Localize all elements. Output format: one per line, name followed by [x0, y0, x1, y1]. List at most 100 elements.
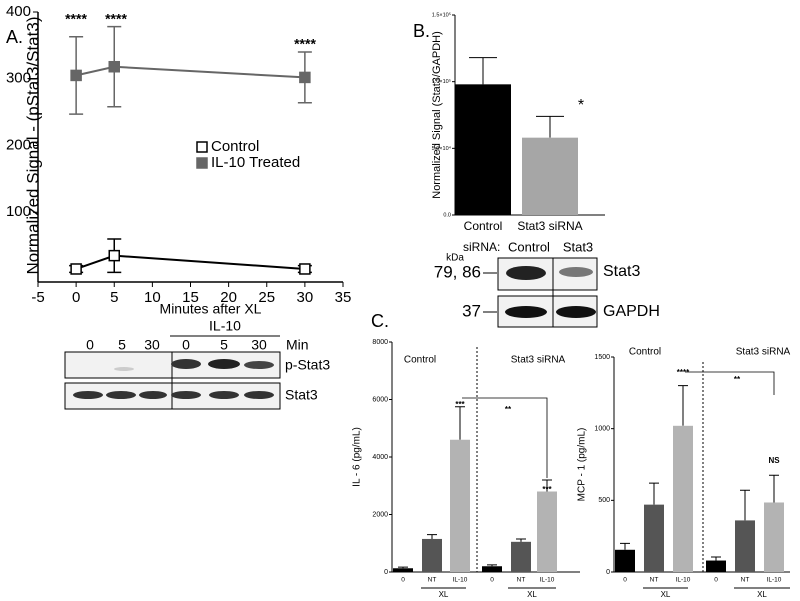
error-bar — [711, 556, 721, 561]
annotation: **** — [677, 368, 690, 377]
bar — [764, 502, 784, 572]
annotation: ** — [505, 405, 512, 414]
x-tick-label: Stat3 siRNA — [517, 219, 582, 233]
band — [556, 306, 596, 318]
x-tick-label: 0 — [401, 577, 405, 584]
error-bar — [398, 566, 408, 569]
error-bar — [678, 385, 688, 426]
annotation: * — [578, 97, 584, 114]
x-tick-label: IL-10 — [540, 577, 555, 584]
panel-label: A. — [6, 27, 23, 47]
x-tick-label: 35 — [335, 289, 352, 306]
bar — [511, 541, 531, 572]
blot-treatment: IL-10 — [209, 318, 241, 334]
band — [114, 367, 134, 371]
y-tick-label: 500 — [598, 497, 610, 504]
band — [171, 359, 201, 369]
band — [73, 391, 103, 399]
bar — [673, 425, 693, 572]
y-tick-label: 2000 — [372, 511, 388, 518]
blot-lane: 5 — [118, 337, 126, 353]
error-bar — [427, 534, 437, 539]
blot-lane: Control — [508, 239, 550, 254]
blot-lane: Stat3 — [563, 239, 593, 254]
band — [171, 391, 201, 399]
error-bar — [620, 542, 630, 550]
x-tick-label: IL-10 — [767, 577, 782, 584]
marker — [299, 263, 311, 275]
y-tick-label: 1000 — [594, 426, 610, 433]
y-tick-label: 1.0×10⁵ — [432, 78, 451, 85]
bar — [537, 491, 557, 572]
x-tick-label: 25 — [258, 289, 275, 306]
xl-label: XL — [439, 590, 449, 599]
band — [506, 266, 546, 280]
blot-kda: kDa — [446, 253, 464, 264]
bar — [615, 549, 635, 572]
marker — [108, 60, 120, 73]
blot-b: siRNA: Control Stat3 kDa 79, 86 37 Stat3… — [434, 239, 660, 328]
annotation: ** — [734, 375, 741, 384]
error-bar — [487, 564, 497, 567]
annotation: NS — [768, 456, 780, 465]
blot-row-label: GAPDH — [603, 303, 660, 320]
y-tick-label: 0 — [384, 569, 388, 576]
blot-row-label: p-Stat3 — [285, 357, 330, 373]
band — [139, 391, 167, 399]
x-tick-label: NT — [650, 577, 659, 584]
x-tick-label: NT — [741, 577, 750, 584]
blot-unit: Min — [286, 337, 309, 353]
y-axis-label: Normalized Signal - (pStat3/Stat3) — [23, 17, 42, 275]
blot-a: IL-10 Min p-Stat3 Stat3 — [64, 318, 330, 410]
x-tick-label: NT — [517, 577, 526, 584]
y-tick-label: 200 — [6, 136, 31, 153]
x-tick-label: 20 — [220, 289, 237, 306]
annotation: **** — [65, 11, 87, 27]
legend-label: IL-10 Treated — [211, 154, 300, 171]
blot-lane: 5 — [220, 337, 228, 353]
y-tick-label: 6000 — [372, 396, 388, 403]
band — [559, 267, 593, 277]
x-tick-label: NT — [428, 577, 437, 584]
band — [244, 361, 274, 369]
group-label: Control — [629, 347, 661, 358]
y-tick-label: 400 — [6, 3, 31, 20]
group-label: Control — [404, 355, 436, 366]
blot-weight: 37 — [462, 301, 481, 320]
blot-lane: 0 — [182, 337, 190, 353]
bar — [393, 568, 413, 572]
error-bar — [469, 57, 497, 85]
annotation: *** — [455, 400, 465, 409]
x-tick-label: IL-10 — [453, 577, 468, 584]
band — [209, 391, 239, 399]
annotation: **** — [105, 11, 127, 27]
bar — [644, 504, 664, 572]
x-tick-label: IL-10 — [676, 577, 691, 584]
blot-row-label: Stat3 — [285, 387, 318, 403]
bar — [422, 538, 442, 572]
xl-label: XL — [527, 590, 537, 599]
y-tick-label: 100 — [6, 203, 31, 220]
x-tick-label: Control — [464, 219, 503, 233]
significance-bracket — [462, 397, 548, 478]
y-tick-label: 4000 — [372, 454, 388, 461]
x-tick-label: 0 — [490, 577, 494, 584]
bar — [482, 566, 502, 572]
bar — [455, 84, 511, 215]
marker — [70, 69, 82, 82]
y-axis-label: MCP - 1 (pg/mL) — [577, 428, 588, 502]
y-tick-label: 1.5×10⁵ — [432, 11, 451, 18]
y-axis-label: Normalized Signal (Stat3/GAPDH) — [431, 31, 443, 199]
group-label: Stat3 siRNA — [511, 355, 566, 366]
x-tick-label: 5 — [110, 289, 118, 306]
x-tick-label: 10 — [144, 289, 161, 306]
marker — [70, 263, 82, 275]
x-tick-label: -5 — [31, 289, 44, 306]
y-tick-label: 1500 — [594, 354, 610, 361]
x-tick-label: 30 — [297, 289, 314, 306]
bar — [522, 137, 578, 215]
band — [505, 306, 547, 318]
significance-bracket — [685, 371, 775, 395]
legend-label: Control — [211, 138, 259, 155]
